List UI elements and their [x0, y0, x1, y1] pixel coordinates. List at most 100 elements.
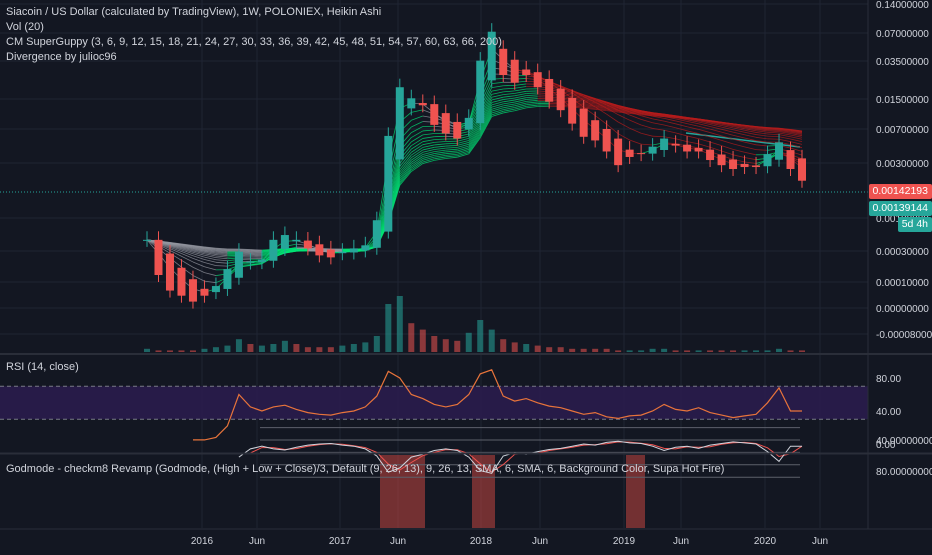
candle-body: [189, 279, 197, 301]
price-tick-label: 0.00030000: [876, 247, 929, 258]
candle-body: [580, 109, 588, 137]
volume-bar: [684, 350, 690, 352]
candle-body: [511, 60, 519, 83]
candle-body: [614, 139, 622, 166]
candle-body: [154, 240, 162, 275]
candle-body: [775, 142, 783, 159]
guppy-segment: [239, 249, 250, 250]
candle-body: [200, 289, 208, 296]
candle-body: [315, 244, 323, 255]
volume-bar: [753, 350, 759, 352]
candle-body: [384, 136, 392, 232]
guppy-segment: [216, 266, 227, 267]
volume-bar: [765, 350, 771, 352]
candle-body: [350, 248, 358, 252]
volume-bar: [282, 341, 288, 352]
volume-bar: [799, 350, 805, 352]
candle-body: [706, 150, 714, 160]
volume-bar: [454, 341, 460, 352]
volume-bar: [339, 346, 345, 352]
volume-bar: [397, 296, 403, 352]
candle-body: [798, 158, 806, 180]
candle-body: [281, 235, 289, 249]
godmode-tick-label: 80.00000000: [876, 467, 932, 478]
time-tick-label: 2020: [754, 536, 777, 547]
close-price-tag: 0.00139144: [869, 201, 932, 216]
volume-bar: [144, 349, 150, 352]
time-tick-label: Jun: [390, 536, 406, 547]
rsi-zone: [0, 386, 868, 419]
volume-bar: [696, 350, 702, 352]
volume-bar: [443, 339, 449, 352]
candle-body: [591, 120, 599, 140]
countdown-tag: 5d 4h: [898, 217, 932, 232]
volume-bar: [167, 350, 173, 352]
candle-body: [568, 98, 576, 124]
volume-bar: [707, 350, 713, 352]
volume-bar: [385, 304, 391, 352]
rsi-title[interactable]: RSI (14, close): [6, 361, 79, 373]
candle-body: [534, 72, 542, 87]
volume-bar: [776, 349, 782, 352]
candle-body: [304, 241, 312, 249]
candle-body: [683, 145, 691, 152]
volume-bar: [477, 320, 483, 352]
rsi-band: [0, 386, 868, 419]
volume-bar: [420, 330, 426, 352]
candle-body: [396, 87, 404, 159]
volume-bar: [581, 349, 587, 352]
price-tick-label: 0.01500000: [876, 95, 929, 106]
volume-bar: [512, 342, 518, 352]
volume-bar: [316, 347, 322, 352]
candle-body: [235, 252, 243, 278]
volume-bar: [178, 350, 184, 352]
symbol-title[interactable]: Siacoin / US Dollar (calculated by Tradi…: [6, 6, 381, 19]
candle-body: [476, 61, 484, 124]
volume-bar: [558, 347, 564, 352]
volume-bar: [569, 349, 575, 352]
volume-bar: [730, 350, 736, 352]
candle-body: [557, 89, 565, 111]
candle-body: [637, 153, 645, 154]
rsi-tick-label: 40.00: [876, 407, 901, 418]
time-tick-label: Jun: [532, 536, 548, 547]
volume-bar: [155, 350, 161, 352]
time-tick-label: 2016: [191, 536, 214, 547]
volume-bar: [431, 336, 437, 352]
candle-body: [499, 49, 507, 75]
volume-bar: [604, 349, 610, 352]
legend-divergence[interactable]: Divergence by julioc96: [6, 51, 117, 64]
candle-body: [752, 165, 760, 167]
candle-body: [419, 103, 427, 105]
volume-bar: [661, 349, 667, 352]
price-tick-label: -0.00008000: [876, 330, 932, 341]
volume-bar: [305, 347, 311, 352]
candle-body: [672, 144, 680, 146]
time-tick-label: Jun: [812, 536, 828, 547]
candle-body: [764, 154, 772, 166]
candle-body: [787, 150, 795, 169]
time-tick-label: Jun: [249, 536, 265, 547]
candle-body: [177, 268, 185, 296]
rsi-tick-label: 80.00: [876, 374, 901, 385]
price-tick-label: 0.00010000: [876, 278, 929, 289]
legend-superguppy[interactable]: CM SuperGuppy (3, 6, 9, 12, 15, 18, 21, …: [6, 36, 502, 49]
godmode-tick-label: 40.00000000: [876, 436, 932, 447]
volume-bar: [673, 350, 679, 352]
volume-bar: [788, 350, 794, 352]
legend-volume[interactable]: Vol (20): [6, 21, 44, 34]
candle-body: [626, 150, 634, 157]
volume-bar: [650, 349, 656, 352]
candle-body: [338, 252, 346, 253]
godmode-title[interactable]: Godmode - checkm8 Revamp (Godmode, (High…: [6, 463, 724, 475]
time-tick-label: 2018: [470, 536, 493, 547]
candle-body: [453, 122, 461, 139]
candle-body: [292, 240, 300, 242]
guppy-segment: [526, 93, 537, 94]
candle-body: [522, 70, 530, 76]
volume-bar: [374, 336, 380, 352]
price-tick-label: 0.00700000: [876, 125, 929, 136]
time-tick-label: Jun: [673, 536, 689, 547]
candle-body: [741, 164, 749, 167]
